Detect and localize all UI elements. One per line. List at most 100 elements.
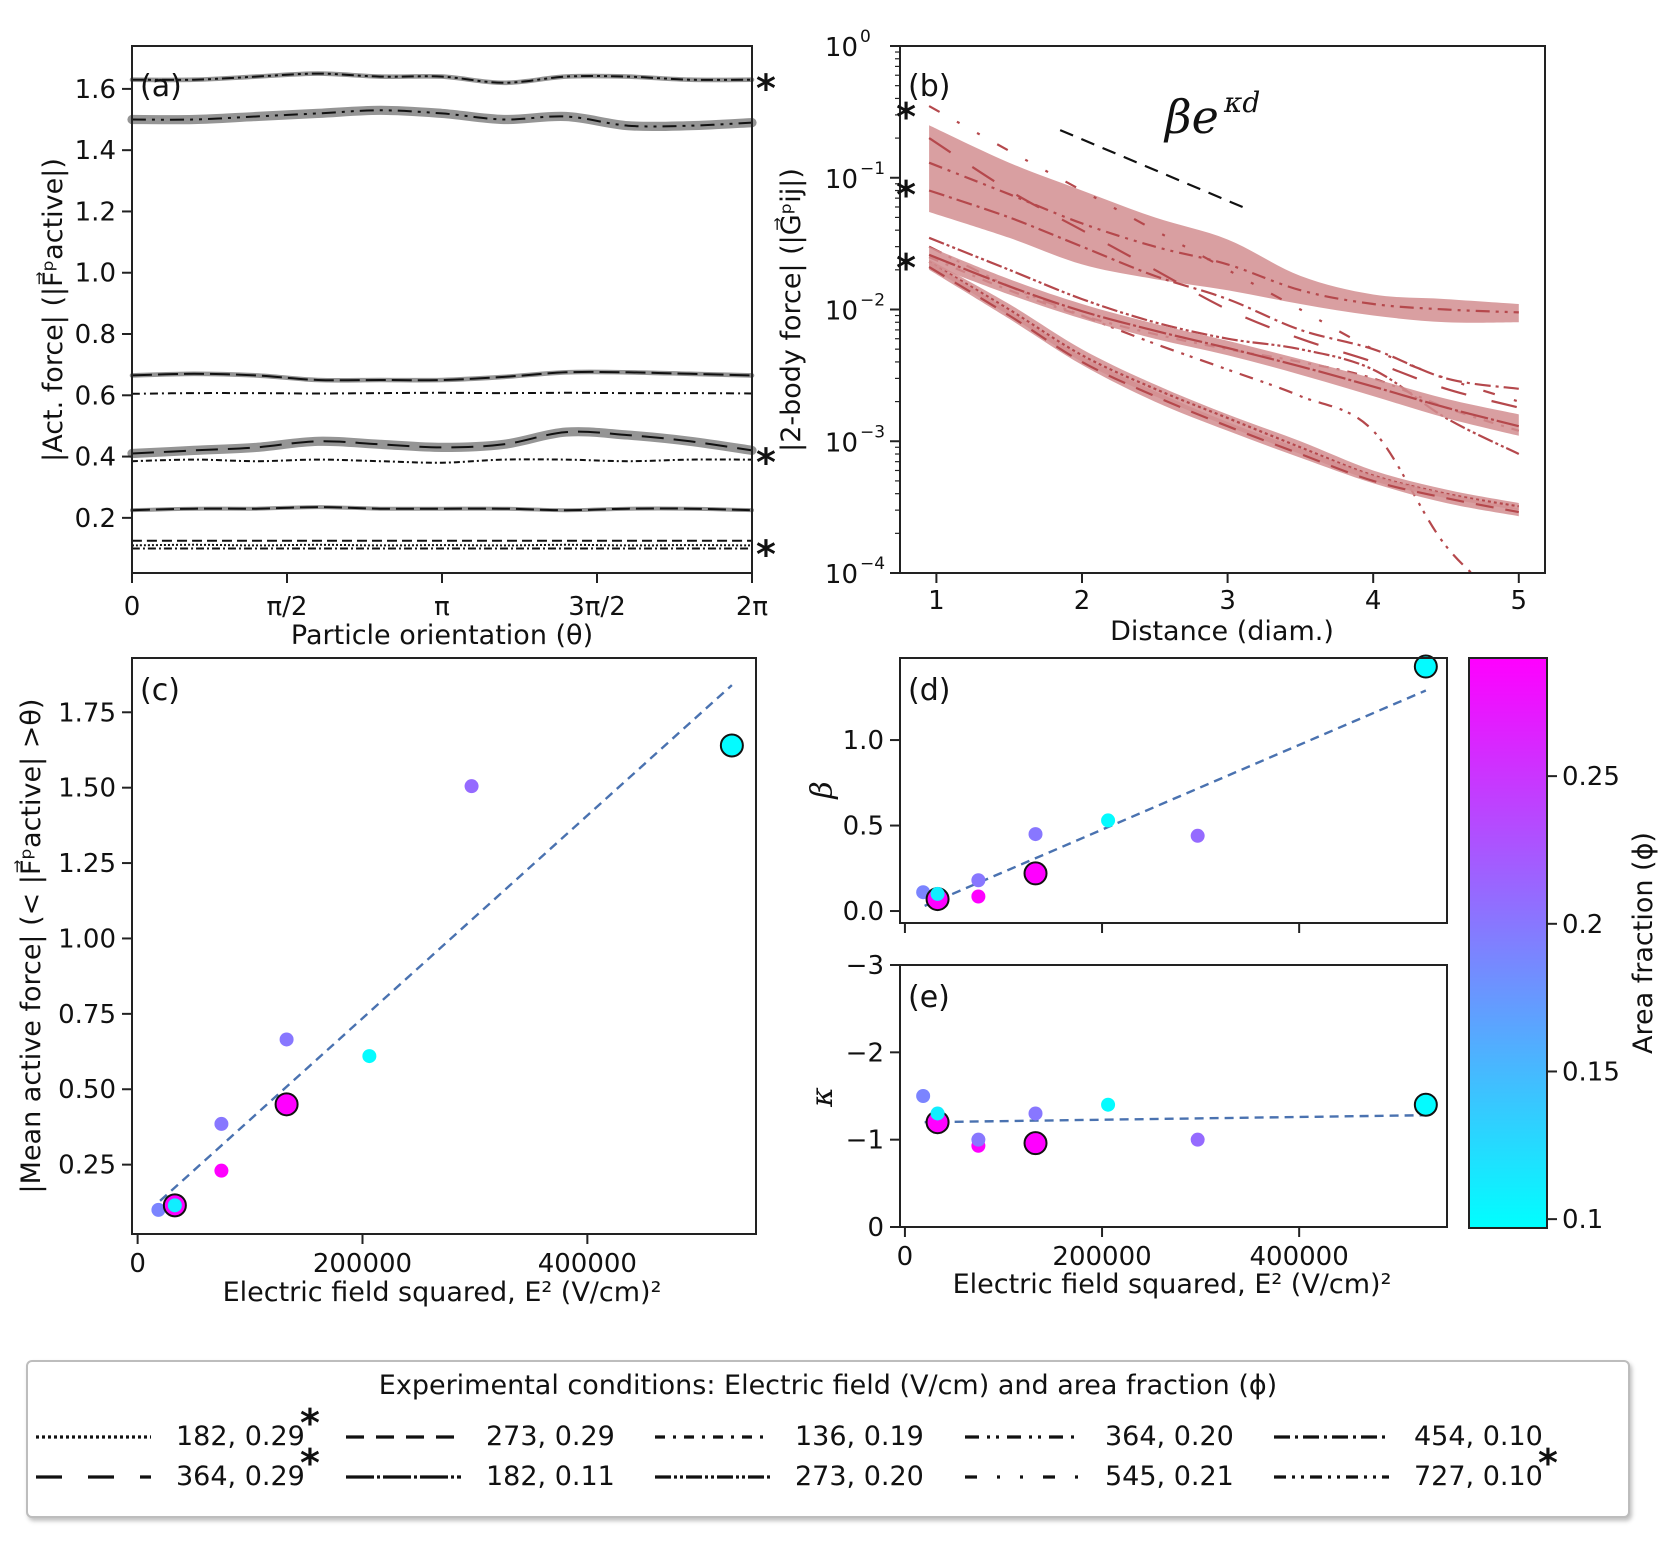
panel-c-y-tick-label: 0.50 — [58, 1075, 116, 1105]
two-body-force-line — [928, 253, 1520, 428]
data-point — [214, 1163, 229, 1178]
legend-label: 136, 0.19 — [795, 1421, 924, 1452]
panel-a-x-ticks: 0 π/2 π 3π/2 2π — [124, 573, 768, 622]
panel-a-y-tick-label: 1.4 — [75, 136, 116, 166]
two-body-force-line — [928, 260, 1519, 508]
panel-a-star: * — [756, 532, 776, 576]
beta-exp-superscript: κd — [1223, 86, 1260, 119]
data-point — [464, 779, 479, 794]
data-point — [167, 1198, 182, 1213]
data-point — [279, 1032, 294, 1047]
panel-b-x-tick-label: 5 — [1511, 586, 1528, 616]
legend-title: Experimental conditions: Electric field … — [378, 1370, 1278, 1401]
panel-a-xlabel: Particle orientation (θ) — [291, 620, 593, 651]
legend-item: 136, 0.19 — [655, 1420, 955, 1454]
panel-b-x-tick-label: 2 — [1074, 586, 1091, 616]
data-point — [151, 1202, 166, 1217]
panel-a-stars: * * * — [756, 67, 776, 577]
data-point-circled — [1023, 861, 1048, 886]
colorbar-tick-label: 0.15 — [1562, 1057, 1620, 1087]
panel-b-x-tick-label: 1 — [928, 586, 945, 616]
two-body-force-line — [928, 245, 1474, 573]
panel-e: 0 −1 −2 −3 0 200000 400000 (e) Electric field… — [805, 951, 1448, 1300]
legend-line-swatch — [1274, 1435, 1389, 1439]
legend-line-swatch — [965, 1475, 1080, 1479]
active-force-line — [131, 370, 753, 382]
panel-b-y-tick-exp: −3 — [860, 422, 885, 442]
panel-a-y-tick-label: 0.6 — [75, 381, 116, 411]
panel-b-x-tick-label: 3 — [1219, 586, 1236, 616]
panel-b-x-ticks: 1 2 3 4 5 — [928, 573, 1527, 616]
panel-a-plot-area — [127, 71, 757, 550]
panel-d-x-ticks — [903, 923, 1301, 933]
legend-line-swatch — [36, 1475, 151, 1479]
legend-item: 454, 0.10 — [1274, 1420, 1574, 1454]
active-force-line — [131, 72, 753, 84]
panel-d-y-tick-label: 1.0 — [843, 726, 884, 756]
panel-a-y-ticks: 0.2 0.4 0.6 0.8 1.0 1.2 1.4 1.6 — [75, 75, 132, 534]
panel-d: 0.0 0.5 1.0 (d) β — [805, 654, 1448, 933]
panel-c-x-ticks: 0 200000 400000 — [129, 1234, 637, 1279]
legend-label: 364, 0.20 — [1105, 1421, 1234, 1452]
data-point — [916, 1089, 931, 1103]
panel-a-y-tick-label: 1.2 — [75, 197, 116, 227]
data-point — [1101, 1097, 1116, 1112]
panel-e-label: (e) — [908, 980, 950, 1015]
panel-a-y-tick-label: 0.2 — [75, 504, 116, 534]
legend-label: 273, 0.20 — [795, 1461, 924, 1492]
panel-b-y-tick-base: 10 — [825, 297, 858, 327]
two-body-force-line — [928, 189, 1519, 390]
legend-line-swatch — [36, 1435, 151, 1439]
panel-b-y-tick-base: 10 — [825, 33, 858, 63]
panel-b-annotation: βe κd — [1059, 86, 1260, 211]
panel-d-y-ticks: 0.0 0.5 1.0 — [843, 726, 900, 927]
panel-e-y-tick-label: −1 — [846, 1126, 884, 1156]
panel-a-y-tick-label: 1.6 — [75, 75, 116, 105]
colorbar-gradient — [1468, 657, 1548, 1229]
panel-b-y-tick-exp: 0 — [860, 27, 871, 47]
two-body-force-band — [929, 246, 1519, 436]
colorbar: 0.1 0.15 0.2 0.25 Area fraction (ϕ) — [1468, 657, 1659, 1235]
panel-a-ylabel: |Act. force| (|F⃗ᵖactive|) — [36, 158, 69, 462]
panel-b-y-tick-exp: −4 — [860, 554, 885, 574]
data-point-circled — [1413, 654, 1438, 679]
legend-line-swatch — [965, 1435, 1080, 1439]
panel-d-y-tick-label: 0.5 — [843, 812, 884, 842]
legend-label: 545, 0.21 — [1105, 1461, 1234, 1492]
beta-exp-annotation: βe — [1163, 90, 1219, 144]
data-point — [362, 1049, 377, 1064]
panel-e-x-tick-label: 0 — [897, 1242, 914, 1272]
panel-e-x-tick-label: 200000 — [1052, 1242, 1151, 1272]
active-force-band — [127, 427, 757, 459]
panel-b-label: (b) — [908, 69, 950, 104]
panel-e-y-tick-label: 0 — [867, 1213, 884, 1243]
panel-e-ylabel: κ — [805, 1087, 840, 1108]
legend-line-swatch — [346, 1475, 461, 1479]
panel-b-xlabel: Distance (diam.) — [1110, 616, 1334, 647]
panel-c: 0.25 0.50 0.75 1.00 1.25 1.50 1.75 0 200000 4000… — [14, 657, 757, 1308]
panel-b-ylabel: |2-body force| (|G⃗ᵖij|) — [774, 168, 807, 452]
panel-c-x-tick-label: 200000 — [313, 1249, 412, 1279]
panel-c-plot-area — [151, 684, 744, 1218]
legend-label: 454, 0.10 — [1414, 1421, 1543, 1452]
panel-d-ylabel: β — [805, 781, 840, 799]
panel-c-y-tick-label: 1.25 — [58, 849, 116, 879]
legend-item: 364, 0.20 — [965, 1420, 1265, 1454]
panel-a-label: (a) — [140, 69, 182, 104]
panel-e-frame — [899, 964, 1448, 1228]
panel-e-y-tick-label: −2 — [846, 1038, 884, 1068]
panel-b-stars: * * * — [896, 95, 916, 290]
colorbar-tick-label: 0.1 — [1562, 1205, 1603, 1235]
reference-exp-line — [1059, 129, 1250, 211]
panel-e-plot-area — [916, 1089, 1438, 1156]
panel-c-y-tick-label: 0.25 — [58, 1151, 116, 1181]
two-body-force-line — [928, 266, 1520, 514]
data-point-circled — [274, 1092, 299, 1117]
data-point — [971, 889, 986, 904]
panel-a-y-tick-label: 0.4 — [75, 443, 116, 473]
panel-d-plot-area — [916, 654, 1438, 912]
legend-label: 182, 0.11 — [486, 1461, 615, 1492]
panel-c-x-tick-label: 0 — [129, 1249, 146, 1279]
